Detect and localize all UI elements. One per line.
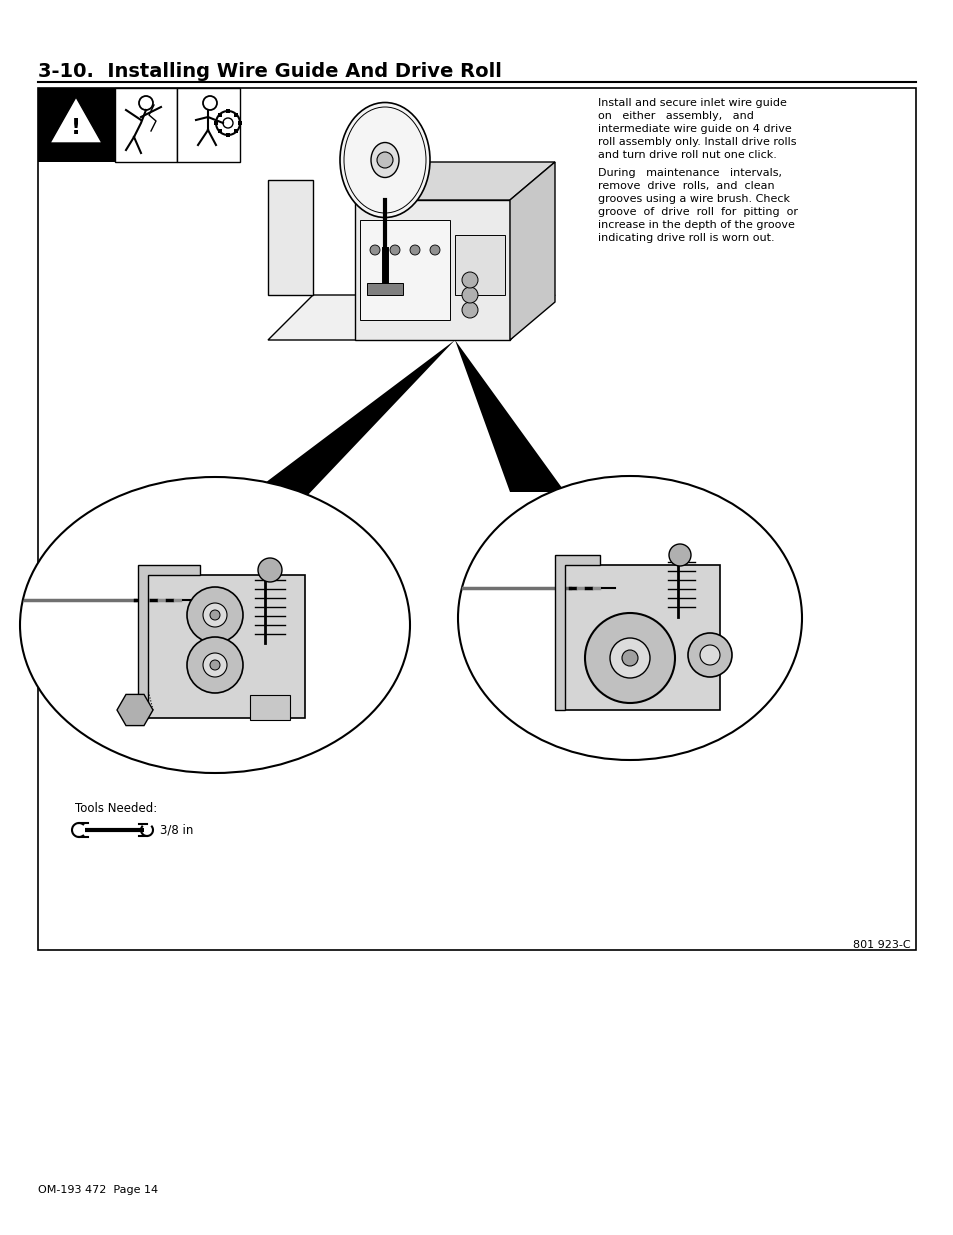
Circle shape (668, 543, 690, 566)
Polygon shape (355, 200, 510, 340)
Circle shape (700, 645, 720, 664)
Text: intermediate wire guide on 4 drive: intermediate wire guide on 4 drive (598, 124, 791, 135)
Polygon shape (268, 295, 555, 340)
Text: 3/8 in: 3/8 in (160, 824, 193, 836)
Text: grooves using a wire brush. Check: grooves using a wire brush. Check (598, 194, 789, 204)
Bar (38, 88, 915, 950)
Text: on   either   assembly,   and: on either assembly, and (598, 111, 753, 121)
Bar (213, 121, 218, 125)
Circle shape (461, 287, 477, 303)
Polygon shape (50, 98, 102, 143)
Text: During   maintenance   intervals,: During maintenance intervals, (598, 168, 781, 178)
Polygon shape (555, 555, 599, 710)
Circle shape (210, 610, 220, 620)
Text: 801 923-C: 801 923-C (853, 940, 910, 950)
Bar (367, 283, 402, 295)
Bar (177, 88, 240, 162)
Circle shape (203, 603, 227, 627)
Text: OM-193 472  Page 14: OM-193 472 Page 14 (38, 1186, 158, 1195)
Bar (226, 109, 230, 112)
Text: remove  drive  rolls,  and  clean: remove drive rolls, and clean (598, 182, 774, 191)
Circle shape (621, 650, 638, 666)
Text: 3-10.  Installing Wire Guide And Drive Roll: 3-10. Installing Wire Guide And Drive Ro… (38, 62, 501, 82)
Bar (217, 130, 221, 133)
Polygon shape (564, 564, 720, 710)
Circle shape (584, 613, 675, 703)
Circle shape (210, 659, 220, 671)
Circle shape (203, 653, 227, 677)
Polygon shape (355, 162, 555, 200)
Polygon shape (510, 162, 555, 340)
Polygon shape (245, 340, 455, 498)
Text: increase in the depth of the groove: increase in the depth of the groove (598, 220, 794, 230)
Bar (38, 88, 115, 162)
Circle shape (370, 245, 379, 254)
Ellipse shape (20, 477, 410, 773)
Circle shape (687, 634, 731, 677)
Text: and turn drive roll nut one click.: and turn drive roll nut one click. (598, 149, 776, 161)
Text: Install and secure inlet wire guide: Install and secure inlet wire guide (598, 98, 786, 107)
Bar (217, 112, 221, 116)
Bar (234, 130, 238, 133)
Text: groove  of  drive  roll  for  pitting  or: groove of drive roll for pitting or (598, 207, 797, 217)
Circle shape (461, 303, 477, 317)
Circle shape (187, 637, 243, 693)
Circle shape (376, 152, 393, 168)
Circle shape (187, 587, 243, 643)
Text: !: ! (71, 119, 81, 138)
Polygon shape (138, 564, 200, 718)
Circle shape (609, 638, 649, 678)
Circle shape (430, 245, 439, 254)
Bar (234, 112, 238, 116)
Bar (226, 133, 230, 137)
Polygon shape (455, 340, 564, 492)
Circle shape (390, 245, 399, 254)
Circle shape (461, 272, 477, 288)
Text: indicating drive roll is worn out.: indicating drive roll is worn out. (598, 233, 774, 243)
Ellipse shape (457, 475, 801, 760)
Polygon shape (268, 180, 313, 295)
Text: Tools Needed:: Tools Needed: (75, 802, 157, 815)
Ellipse shape (371, 142, 398, 178)
Polygon shape (359, 220, 450, 320)
Bar (455, 235, 504, 295)
Bar (237, 121, 242, 125)
Circle shape (410, 245, 419, 254)
Bar (250, 695, 290, 720)
Bar (115, 88, 177, 162)
Text: roll assembly only. Install drive rolls: roll assembly only. Install drive rolls (598, 137, 796, 147)
Ellipse shape (339, 103, 430, 217)
Polygon shape (148, 576, 305, 718)
Circle shape (257, 558, 282, 582)
